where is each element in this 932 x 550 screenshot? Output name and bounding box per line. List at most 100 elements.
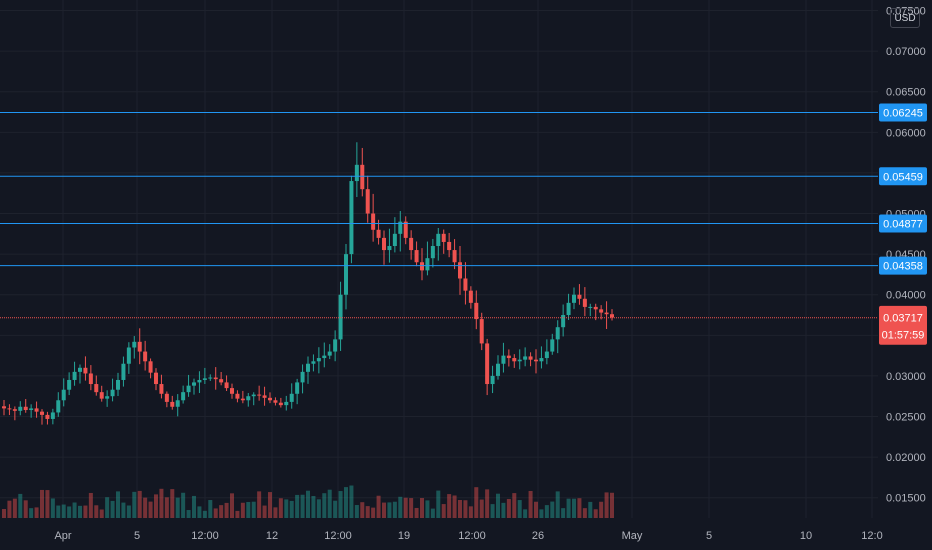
volume-bar [349, 485, 354, 518]
candlestick-series[interactable] [2, 142, 614, 425]
volume-bar [311, 495, 316, 518]
candle-body [403, 221, 408, 238]
candle-body [441, 233, 446, 242]
candle-body [105, 396, 110, 399]
candle-body [534, 359, 538, 362]
volume-bar [192, 495, 196, 518]
level-price-label: 0.04358 [883, 261, 923, 273]
volume-bar [181, 492, 186, 518]
volume-bar [588, 501, 593, 518]
candle-body [458, 262, 462, 279]
x-tick-label: 10 [800, 530, 812, 542]
volume-bar [398, 496, 403, 518]
volume-bar [496, 493, 500, 518]
x-tick-label: May [622, 530, 643, 542]
chart-grid [0, 0, 878, 518]
x-tick-label: Apr [54, 530, 71, 542]
candle-body [327, 351, 332, 356]
volume-bar [83, 505, 88, 518]
volume-bar [365, 506, 370, 518]
volume-bar [18, 493, 23, 518]
volume-bar [67, 506, 72, 518]
candle-body [2, 406, 6, 409]
volume-bar [447, 494, 452, 518]
price-tags: 0.062450.054590.048770.043580.037520.037… [879, 103, 927, 345]
candle-body [219, 379, 224, 383]
candle-body [501, 355, 506, 364]
volume-bar [382, 502, 386, 518]
volume-bar [306, 490, 310, 518]
volume-bar [235, 510, 240, 518]
candle-body [463, 278, 468, 291]
volume-bar [105, 497, 110, 518]
candle-body [99, 392, 104, 399]
volume-bar [468, 506, 473, 518]
volume-bar [251, 501, 256, 518]
volume-bar [512, 493, 517, 518]
candle-body [213, 377, 218, 380]
candle-body [12, 409, 17, 411]
candle-body [430, 246, 435, 259]
candle-body [273, 400, 278, 403]
candle-body [289, 393, 294, 402]
volume-bar [610, 492, 614, 518]
volume-bar [392, 501, 397, 518]
volume-bar [354, 505, 359, 518]
y-tick-label: 0.02000 [886, 452, 926, 464]
x-tick-label: 12:00 [324, 530, 352, 542]
volume-bar [425, 500, 430, 518]
candle-body [344, 254, 348, 295]
volume-bar [452, 495, 457, 518]
candle-body [479, 319, 484, 344]
currency-button[interactable]: USD [890, 8, 920, 28]
x-tick-label: 19 [398, 530, 410, 542]
volume-bar [213, 508, 218, 518]
volume-bar [561, 508, 566, 518]
candle-body [45, 414, 50, 419]
volume-bar [572, 498, 576, 518]
volume-bar [257, 491, 262, 518]
volume-bar [316, 499, 321, 518]
candle-body [561, 315, 566, 328]
level-price-tag [879, 256, 927, 275]
y-tick-label: 0.03000 [886, 371, 926, 383]
volume-bar [550, 501, 555, 518]
time-axis[interactable]: Apr 5 12:00 12 12:00 19 12:00 26 May 5 10 12:0 [54, 530, 882, 542]
candle-body [333, 339, 338, 352]
candle-body [517, 359, 522, 362]
candle-body [230, 388, 234, 394]
volume-bars [2, 485, 614, 518]
candle-body [468, 290, 473, 303]
candle-body [235, 393, 240, 399]
volume-bar [577, 498, 582, 518]
candle-body [121, 363, 126, 380]
volume-bar [208, 500, 213, 518]
volume-bar [555, 491, 560, 518]
candle-body [143, 351, 148, 362]
candle-body [365, 189, 370, 214]
x-tick-label: 5 [706, 530, 712, 542]
candle-body [506, 355, 511, 359]
candle-body [523, 356, 528, 360]
volume-bar [414, 507, 419, 518]
candle-body [72, 371, 77, 380]
candle-body [436, 233, 441, 247]
candle-body [284, 401, 289, 406]
candle-body [599, 309, 604, 313]
volume-bar [262, 505, 267, 518]
candle-body [61, 389, 66, 401]
volume-bar [45, 490, 50, 518]
candle-body [116, 379, 120, 390]
volume-bar [273, 507, 278, 518]
volume-bar [12, 498, 17, 518]
candle-body [425, 258, 430, 271]
horizontal-levels[interactable] [0, 111, 878, 319]
volume-bar [132, 491, 137, 518]
candle-body [197, 379, 202, 383]
volume-bar [436, 490, 441, 518]
volume-bar [99, 509, 104, 518]
volume-bar [485, 489, 490, 518]
candle-body [398, 221, 403, 234]
